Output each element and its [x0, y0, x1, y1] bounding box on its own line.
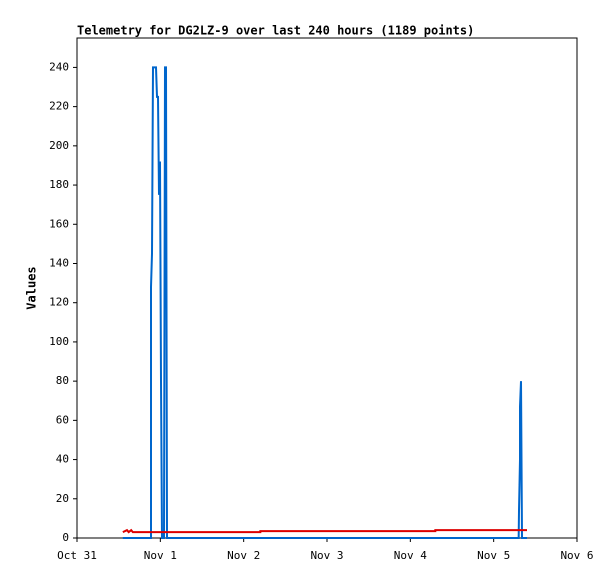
- y-tick-label: 20: [56, 492, 69, 505]
- y-tick-label: 180: [49, 178, 69, 191]
- x-tick-label: Nov 3: [310, 549, 343, 562]
- y-tick-label: 140: [49, 256, 69, 269]
- series-line: [122, 528, 527, 534]
- y-tick-label: 100: [49, 335, 69, 348]
- x-tick-label: Nov 1: [144, 549, 177, 562]
- x-tick-label: Nov 5: [477, 549, 510, 562]
- y-tick-label: 200: [49, 139, 69, 152]
- x-tick-label: Nov 6: [560, 549, 593, 562]
- y-tick-label: 120: [49, 296, 69, 309]
- chart-title: Telemetry for DG2LZ-9 over last 240 hour…: [77, 24, 474, 38]
- y-tick-label: 40: [56, 453, 69, 466]
- y-tick-label: 220: [49, 100, 69, 113]
- y-tick-label: 60: [56, 413, 69, 426]
- y-tick-label: 240: [49, 60, 69, 73]
- y-tick-label: 80: [56, 374, 69, 387]
- x-tick-label: Nov 4: [394, 549, 427, 562]
- y-tick-label: 160: [49, 217, 69, 230]
- y-tick-label: 0: [62, 531, 69, 544]
- y-axis-label: Values: [25, 266, 39, 309]
- series-line: [122, 66, 527, 539]
- x-tick-label: Nov 2: [227, 549, 260, 562]
- x-tick-label: Oct 31: [57, 549, 97, 562]
